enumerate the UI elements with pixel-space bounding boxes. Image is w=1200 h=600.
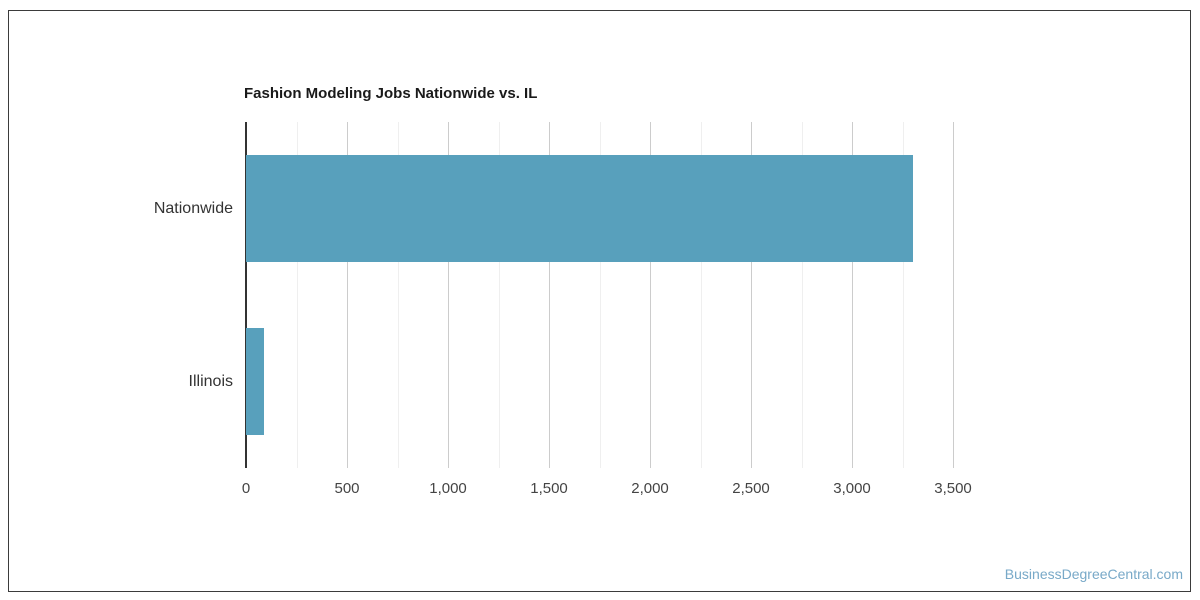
major-gridline — [852, 122, 853, 468]
x-axis-tick-label: 500 — [334, 480, 360, 497]
y-axis-labels: Nationwide Illinois — [0, 122, 233, 468]
major-gridline — [751, 122, 752, 468]
plot-area — [245, 122, 954, 468]
minor-gridline — [296, 122, 298, 468]
minor-gridline — [397, 122, 399, 468]
minor-gridline — [599, 122, 601, 468]
x-axis-tick-label: 2,000 — [631, 480, 669, 497]
category-label: Nationwide — [153, 199, 233, 217]
x-axis-tick-label: 3,000 — [833, 480, 871, 497]
x-axis-tick-label: 1,000 — [429, 480, 467, 497]
major-gridline — [953, 122, 954, 468]
minor-gridline — [801, 122, 803, 468]
x-axis-tick-label: 2,500 — [732, 480, 770, 497]
chart-title: Fashion Modeling Jobs Nationwide vs. IL — [244, 85, 538, 102]
watermark-link[interactable]: BusinessDegreeCentral.com — [1004, 566, 1183, 582]
minor-gridline — [498, 122, 500, 468]
bar-nationwide — [246, 155, 913, 262]
y-axis-baseline — [245, 122, 247, 468]
x-axis-tick-label: 1,500 — [530, 480, 568, 497]
minor-gridline — [902, 122, 904, 468]
major-gridline — [549, 122, 550, 468]
chart-border — [8, 10, 1191, 592]
x-axis-tick-label: 0 — [241, 480, 251, 497]
major-gridline — [448, 122, 449, 468]
minor-gridline — [700, 122, 702, 468]
bar-illinois — [246, 328, 264, 435]
x-axis-tick-label: 3,500 — [934, 480, 972, 497]
major-gridline — [347, 122, 348, 468]
major-gridline — [650, 122, 651, 468]
category-label: Illinois — [188, 372, 233, 390]
